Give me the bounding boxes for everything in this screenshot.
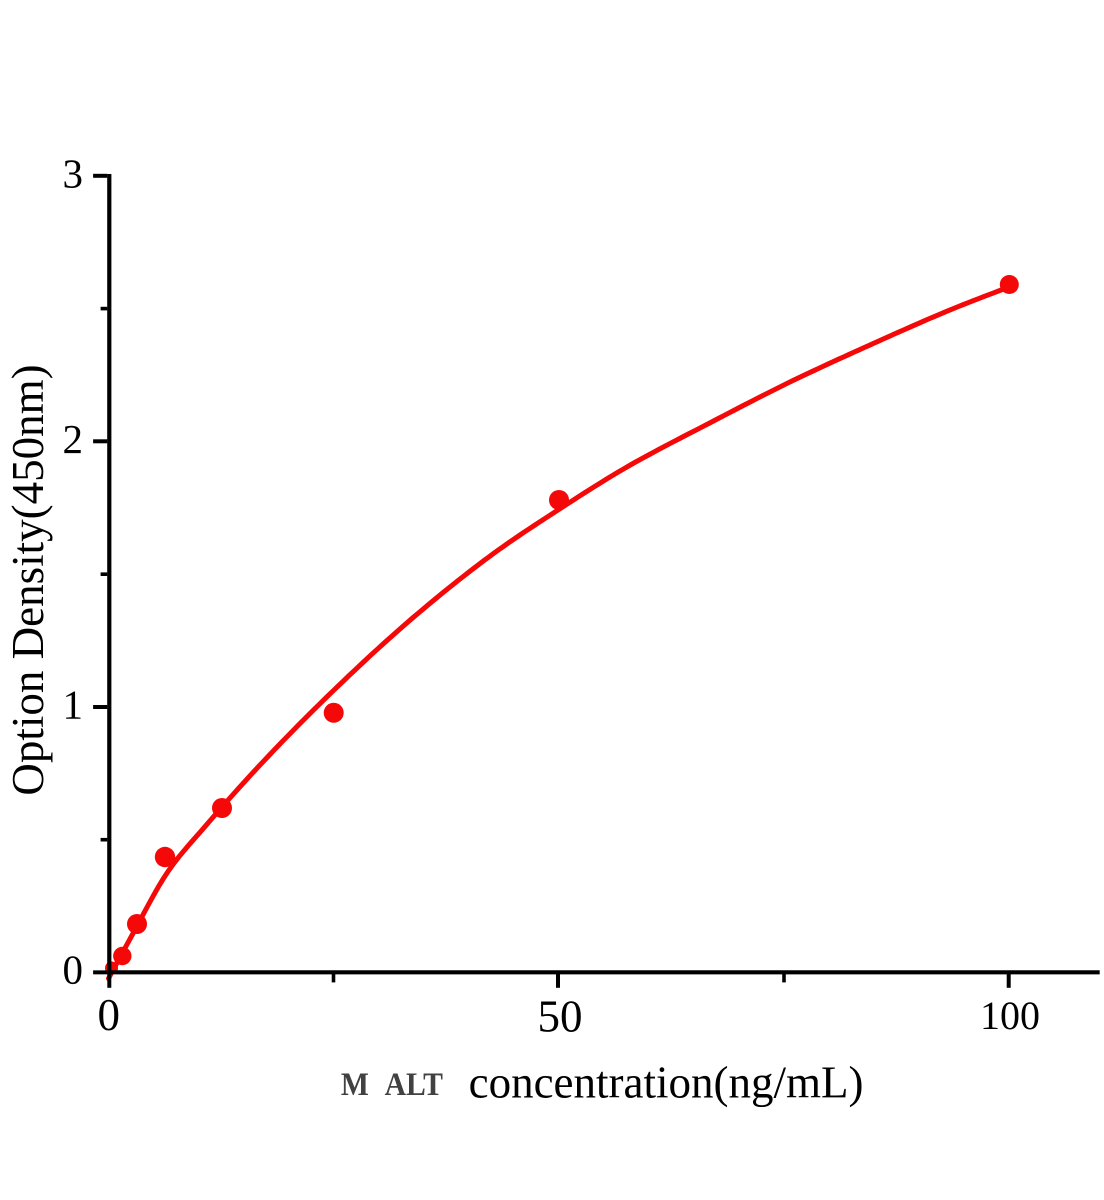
- svg-text:0: 0: [63, 947, 84, 993]
- svg-text:100: 100: [980, 993, 1040, 1038]
- svg-text:concentration(ng/mL): concentration(ng/mL): [469, 1058, 864, 1108]
- svg-text:Option Density(450nm): Option Density(450nm): [3, 364, 53, 795]
- svg-text:50: 50: [538, 992, 583, 1042]
- svg-text:M ALT: M ALT: [341, 1066, 443, 1103]
- svg-text:2: 2: [63, 416, 84, 462]
- svg-text:3: 3: [63, 150, 84, 196]
- svg-text:1: 1: [63, 682, 84, 728]
- svg-text:0: 0: [97, 990, 120, 1040]
